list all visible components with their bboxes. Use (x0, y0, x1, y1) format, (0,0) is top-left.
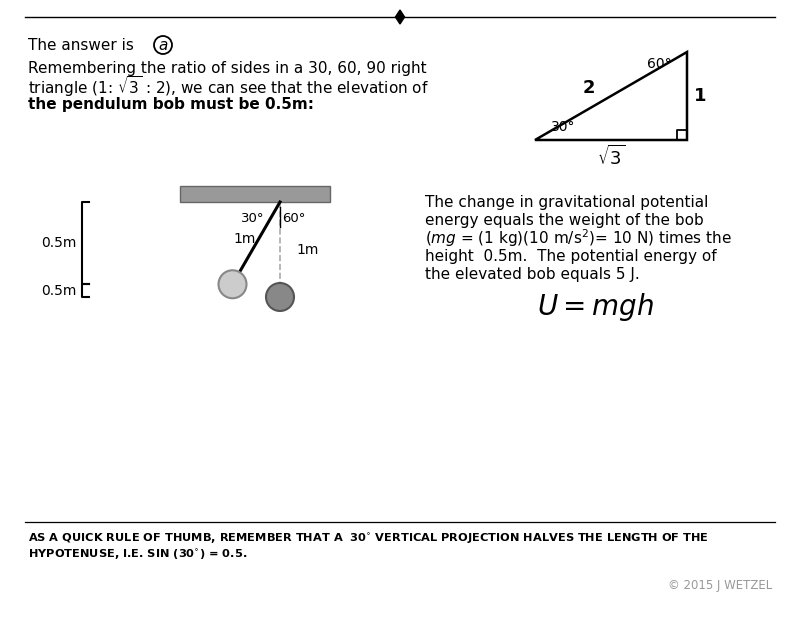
Text: 60°: 60° (282, 212, 306, 225)
Text: 2: 2 (582, 79, 595, 97)
Text: the elevated bob equals 5 J.: the elevated bob equals 5 J. (425, 267, 640, 281)
Text: The answer is: The answer is (28, 38, 134, 52)
Circle shape (218, 270, 246, 298)
Text: 30°: 30° (550, 120, 575, 134)
Text: $\sqrt{3}$: $\sqrt{3}$ (597, 145, 626, 169)
Text: energy equals the weight of the bob: energy equals the weight of the bob (425, 212, 704, 228)
Text: 1m: 1m (233, 232, 255, 246)
Text: 30°: 30° (242, 212, 265, 225)
Text: 1: 1 (694, 87, 706, 105)
Text: 0.5m: 0.5m (42, 284, 77, 297)
Text: the pendulum bob must be 0.5m:: the pendulum bob must be 0.5m: (28, 97, 314, 112)
Bar (180, 186, 330, 202)
Text: Remembering the ratio of sides in a 30, 60, 90 right: Remembering the ratio of sides in a 30, … (28, 62, 426, 77)
Text: 0.5m: 0.5m (42, 236, 77, 250)
Text: 60°: 60° (646, 57, 671, 71)
Circle shape (266, 283, 294, 311)
Text: triangle (1: $\sqrt{3}$ : 2), we can see that the elevation of: triangle (1: $\sqrt{3}$ : 2), we can see… (28, 75, 429, 99)
Text: height  0.5m.  The potential energy of: height 0.5m. The potential energy of (425, 249, 717, 263)
Polygon shape (395, 10, 405, 24)
Text: a: a (158, 38, 168, 54)
Text: ($mg$ = (1 kg)(10 m/s$^2$)= 10 N) times the: ($mg$ = (1 kg)(10 m/s$^2$)= 10 N) times … (425, 227, 732, 249)
Text: $U = mgh$: $U = mgh$ (537, 291, 654, 323)
Text: 1m: 1m (296, 242, 318, 257)
Text: © 2015 J WETZEL: © 2015 J WETZEL (668, 579, 772, 592)
Text: HYPOTENUSE, I.E. SIN (30$^{\circ}$) = 0.5.: HYPOTENUSE, I.E. SIN (30$^{\circ}$) = 0.… (28, 548, 247, 562)
Text: AS A QUICK RULE OF THUMB, REMEMBER THAT A  30$^{\circ}$ VERTICAL PROJECTION HALV: AS A QUICK RULE OF THUMB, REMEMBER THAT … (28, 532, 709, 546)
Text: The change in gravitational potential: The change in gravitational potential (425, 194, 708, 210)
